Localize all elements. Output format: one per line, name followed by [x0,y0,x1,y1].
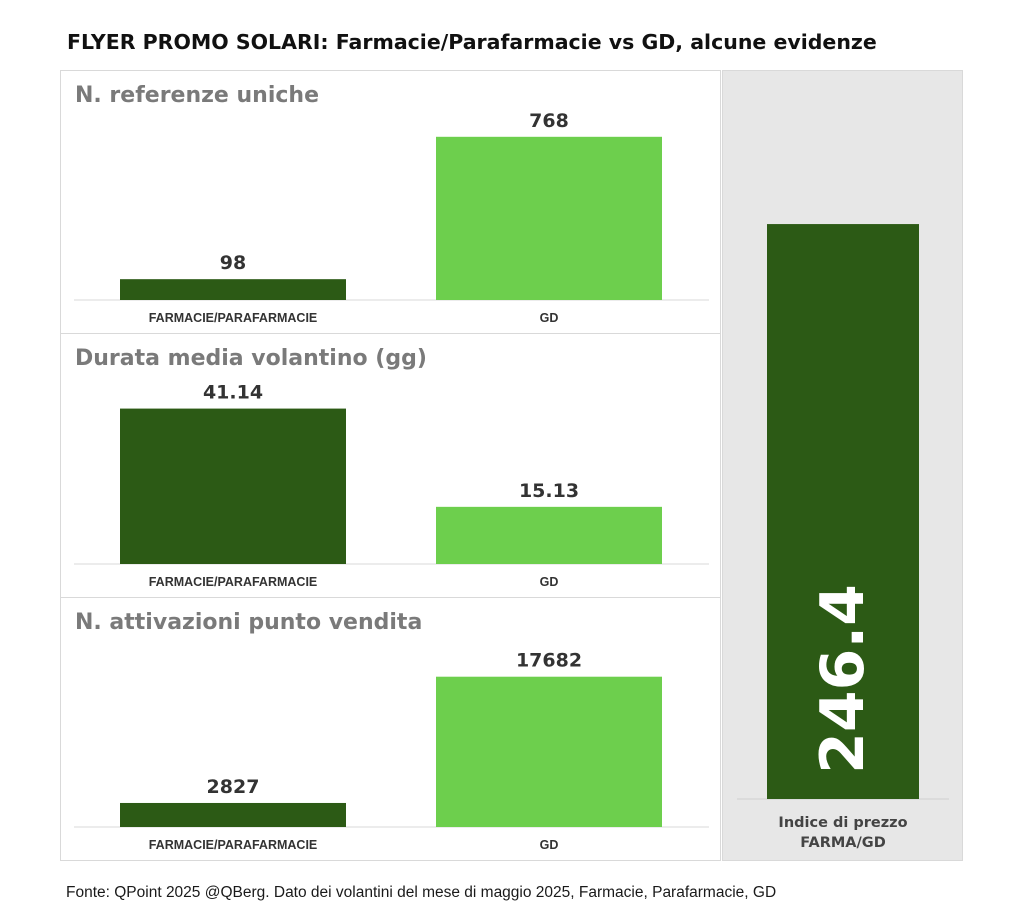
data-label: 768 [529,110,569,132]
category-label: Indice di prezzo FARMA/GD [778,815,907,851]
bar [436,506,662,564]
panel-attivazioni-punto-vendita: N. attivazioni punto vendita 2827 FARMACI… [60,597,721,861]
bar [436,136,662,300]
data-label: 41.14 [203,382,263,404]
category-label: GD [540,311,559,325]
data-label: 98 [220,252,246,274]
category-label: FARMACIE/PARAFARMACIE [149,311,318,325]
bar [120,408,346,564]
data-label: 15.13 [519,480,579,502]
data-label: 2827 [207,776,260,798]
bar-chart-indice-prezzo: 246.4 Indice di prezzo FARMA/GD [737,224,949,851]
panel-title: Durata media volantino (gg) [75,346,427,371]
category-label: FARMACIE/PARAFARMACIE [149,575,318,589]
bar [120,279,346,300]
panel-title: N. attivazioni punto vendita [75,610,423,635]
bar [120,802,346,827]
source-note: Fonte: QPoint 2025 @QBerg. Dato dei vola… [66,884,777,901]
bar-chart-attivazioni: 2827 FARMACIE/PARAFARMACIE 17682 GD [74,650,709,852]
bar-chart-durata-media: 41.14 FARMACIE/PARAFARMACIE 15.13 GD [74,382,709,589]
bar-chart-referenze-uniche: 98 FARMACIE/PARAFARMACIE 768 GD [74,110,709,325]
category-label: FARMACIE/PARAFARMACIE [149,838,318,852]
panel-durata-media-volantino: Durata media volantino (gg) 41.14 FARMACI… [60,333,721,598]
panel-title: N. referenze uniche [75,83,319,108]
data-label: 246.4 [808,584,878,774]
category-label: GD [540,838,559,852]
bar [436,676,662,827]
category-label: GD [540,575,559,589]
bar [767,224,919,800]
data-label: 17682 [516,650,582,672]
page-title: FLYER PROMO SOLARI: Farmacie/Parafarmaci… [67,30,877,54]
panel-indice-prezzo: 246.4 Indice di prezzo FARMA/GD [722,70,963,861]
panel-referenze-uniche: N. referenze uniche 98 FARMACIE/PARAFARMA… [60,70,721,334]
